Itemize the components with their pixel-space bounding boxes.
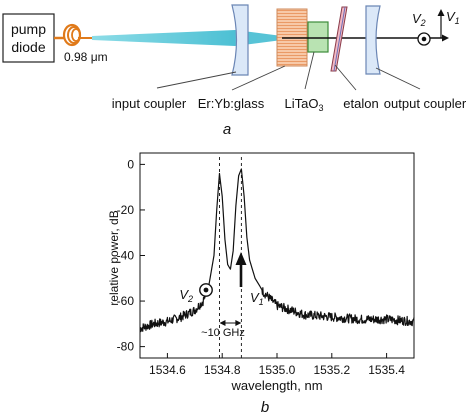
v2-polarization-icon-b [199, 283, 213, 297]
x-tick-label: 1535.4 [368, 363, 405, 377]
v1-label-b: V1 [250, 290, 264, 307]
y-tick-label: -20 [117, 203, 135, 217]
v1-arrow-icon [235, 252, 247, 287]
y-tick-label: 0 [127, 157, 134, 171]
y-tick-label: -60 [117, 294, 135, 308]
caption-b: b [261, 399, 269, 416]
v2-polarization-icon [417, 32, 431, 46]
v2-label-b: V2 [179, 287, 193, 304]
label-input-coupler: input coupler [112, 96, 187, 111]
caption-a: a [223, 121, 231, 138]
label-litao3: LiTaO3 [285, 96, 324, 113]
label-glass: Er:Yb:glass [198, 96, 265, 111]
litao3-crystal [307, 21, 329, 53]
fiber-coil-icon [54, 23, 92, 47]
pump-label-line2: diode [11, 39, 45, 55]
pump-beam [92, 30, 235, 46]
panel-b-spectrum: 1534.6 1534.8 1535.0 1535.2 1535.4 0 -20 -40 -60… [107, 152, 415, 416]
mode-spacing-label: ~10 GHz [201, 327, 245, 339]
pump-wavelength: 0.98 μm [64, 50, 108, 64]
label-etalon: etalon [343, 96, 378, 111]
v2-label-a: V2 [412, 11, 426, 28]
axis-ticks: 1534.6 1534.8 1535.0 1535.2 1535.4 0 -20 -40 -60… [117, 157, 406, 377]
x-tick-label: 1534.8 [204, 363, 241, 377]
input-coupler-mirror [231, 4, 249, 76]
plot-frame [139, 152, 415, 359]
pump-diode-box [2, 13, 55, 63]
spectrum-trace [139, 168, 415, 333]
pump-label-line1: pump [11, 21, 46, 37]
x-tick-label: 1535.0 [259, 363, 296, 377]
x-axis-label: wavelength, nm [230, 378, 322, 393]
x-tick-label: 1534.6 [149, 363, 186, 377]
x-tick-label: 1535.2 [313, 363, 350, 377]
mode-spacing-arrow [219, 320, 242, 326]
panel-a-laser-schematic: pump diode 0.98 μm [2, 4, 467, 138]
v1-label-a: V1 [446, 9, 460, 26]
y-tick-label: -40 [117, 249, 135, 263]
output-coupler-mirror [365, 5, 381, 75]
label-output-coupler: output coupler [384, 96, 467, 111]
y-axis-label: relative power, dB [107, 210, 121, 305]
y-tick-label: -80 [117, 340, 135, 354]
